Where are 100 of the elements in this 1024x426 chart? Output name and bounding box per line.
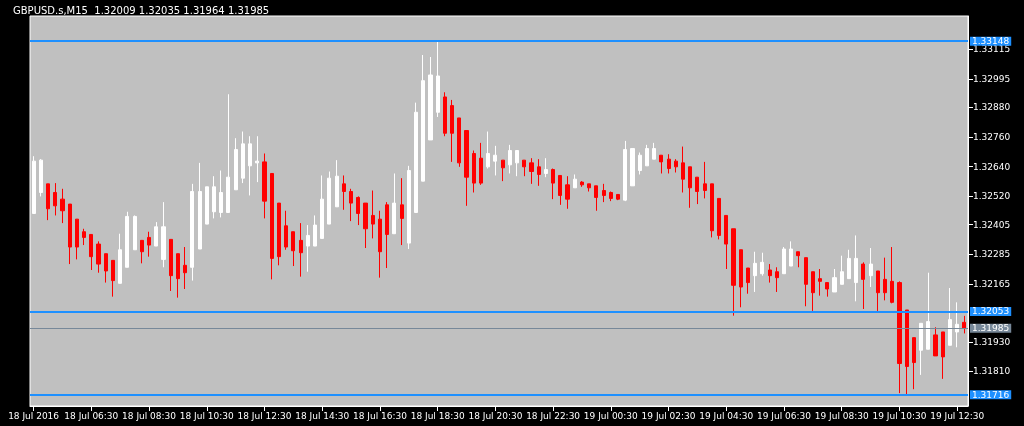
ref-line-label: 1.31716 xyxy=(972,389,1010,400)
candlestick xyxy=(356,195,360,226)
candlestick xyxy=(905,309,909,396)
y-tick-label: 1.32520 xyxy=(973,191,1011,202)
candlestick xyxy=(724,214,728,270)
candlestick xyxy=(501,159,505,182)
candlestick xyxy=(861,261,865,310)
candlestick xyxy=(75,218,79,260)
x-tick-label: 19 Jul 10:30 xyxy=(872,410,927,421)
candlestick xyxy=(753,251,757,293)
candlestick xyxy=(804,257,808,307)
candlestick xyxy=(493,145,497,176)
candlestick xyxy=(768,263,772,284)
candlestick xyxy=(876,270,880,312)
chart-title: GBPUSD.s,M15 1.32009 1.32035 1.31964 1.31985 xyxy=(13,4,270,16)
candlestick xyxy=(941,331,945,380)
candlestick xyxy=(428,56,433,141)
candlestick xyxy=(464,130,469,207)
candlestick xyxy=(486,131,490,170)
candlestick xyxy=(522,159,526,177)
candlestick xyxy=(832,268,837,293)
candlestick xyxy=(962,315,966,334)
candlestick xyxy=(400,177,404,246)
candlestick xyxy=(342,174,346,211)
candlestick xyxy=(147,231,151,258)
candlestick xyxy=(667,153,671,174)
candlestick xyxy=(717,197,721,240)
candlestick xyxy=(573,173,577,189)
y-tick-label: 1.33115 xyxy=(973,44,1011,55)
y-tick-label: 1.32405 xyxy=(973,219,1011,230)
candlestick xyxy=(205,186,209,225)
x-tick-label: 18 Jul 20:30 xyxy=(468,410,523,421)
candlestick xyxy=(515,150,519,177)
candlestick xyxy=(450,99,454,163)
y-tick-label: 1.32760 xyxy=(973,131,1011,142)
candlestick xyxy=(840,255,844,285)
x-tick-label: 18 Jul 12:30 xyxy=(237,410,292,421)
candlestick xyxy=(926,272,930,350)
y-tick-label: 1.32640 xyxy=(973,161,1011,172)
candlestick xyxy=(796,251,800,268)
candlestick xyxy=(385,201,389,269)
candlestick xyxy=(609,191,613,202)
x-tick-label: 18 Jul 10:30 xyxy=(179,410,235,421)
candlestick xyxy=(320,174,324,239)
candlestick xyxy=(234,137,238,191)
candlestick xyxy=(306,224,310,273)
x-tick-label: 18 Jul 06:30 xyxy=(64,410,119,421)
candlestick xyxy=(623,140,627,202)
candlestick xyxy=(883,257,887,301)
candlestick xyxy=(710,183,714,238)
candlestick xyxy=(176,253,180,299)
candlestick xyxy=(421,54,425,182)
candlestick xyxy=(226,93,230,213)
candlestick xyxy=(912,337,916,390)
candlestick xyxy=(327,171,331,225)
candlestick xyxy=(219,170,223,218)
candlestick xyxy=(760,252,764,277)
candlestick xyxy=(349,188,353,222)
y-tick-label: 1.31930 xyxy=(973,336,1011,347)
candlestick xyxy=(616,193,620,201)
candlestick xyxy=(472,150,476,193)
x-tick-label: 18 Jul 22:30 xyxy=(526,410,581,421)
candlestick xyxy=(378,210,382,279)
candlestick xyxy=(854,234,858,302)
candlestick xyxy=(630,148,635,187)
candlestick xyxy=(248,135,252,196)
candlestick xyxy=(190,183,194,282)
candlestick xyxy=(169,238,173,292)
candlestick xyxy=(948,287,952,346)
x-tick-label: 19 Jul 00:30 xyxy=(583,410,639,421)
candlestick xyxy=(811,271,815,312)
candlestick xyxy=(746,267,750,295)
candlestick xyxy=(739,249,743,308)
x-tick-label: 18 Jul 14:30 xyxy=(295,410,350,421)
candlestick xyxy=(68,203,72,265)
candlestick xyxy=(847,249,851,280)
candlestick xyxy=(104,253,108,284)
candlestick xyxy=(96,240,101,274)
candlestick xyxy=(659,154,663,174)
candlestick xyxy=(933,326,938,357)
y-tick-label: 1.31810 xyxy=(973,366,1011,377)
candlestick xyxy=(551,168,555,200)
candlestick xyxy=(46,183,50,221)
candlestick xyxy=(782,246,786,275)
candlestick xyxy=(335,159,339,208)
candlestick xyxy=(392,172,396,235)
x-tick-label: 19 Jul 02:30 xyxy=(641,410,696,421)
candlestick xyxy=(587,183,591,192)
candlestick xyxy=(681,146,685,193)
candlestick xyxy=(825,282,829,298)
candlestick xyxy=(645,144,649,167)
candlestick xyxy=(60,188,65,224)
x-tick-label: 18 Jul 2016 xyxy=(8,410,60,421)
y-tick-label: 1.32995 xyxy=(973,73,1011,84)
x-tick-label: 19 Jul 12:30 xyxy=(930,410,985,421)
y-tick-label: 1.32285 xyxy=(973,249,1011,260)
candlestick xyxy=(32,155,36,214)
candlestick xyxy=(602,183,606,203)
candlestick xyxy=(544,157,548,178)
candlestick xyxy=(291,231,295,267)
